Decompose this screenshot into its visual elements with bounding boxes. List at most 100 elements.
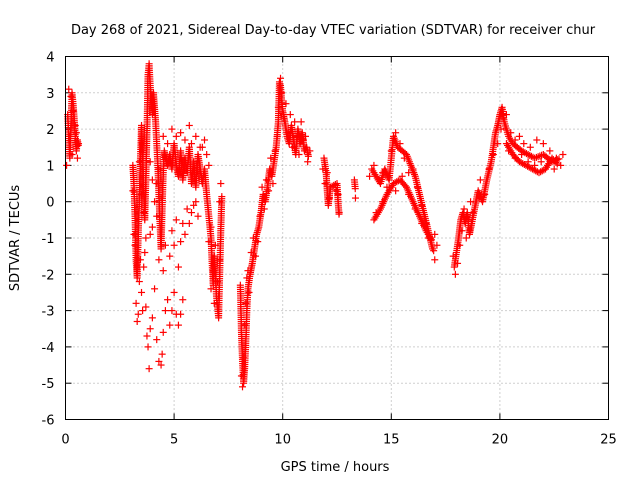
data-point bbox=[332, 187, 340, 195]
data-point bbox=[151, 198, 159, 206]
data-point bbox=[553, 160, 561, 168]
data-point bbox=[351, 194, 359, 202]
data-point bbox=[240, 354, 248, 362]
data-point bbox=[552, 154, 560, 162]
data-point bbox=[138, 288, 146, 296]
data-point bbox=[460, 205, 468, 213]
data-point bbox=[130, 230, 138, 238]
y-tick-labels: -6 -5 -4 -3 -2 -1 0 1 2 3 4 bbox=[42, 51, 55, 429]
data-point bbox=[170, 288, 178, 296]
data-point bbox=[192, 132, 200, 140]
x-axis-label: GPS time / hours bbox=[281, 460, 390, 475]
data-point bbox=[273, 132, 281, 140]
data-point bbox=[136, 256, 144, 264]
y-tick-label: -4 bbox=[42, 341, 55, 356]
data-point bbox=[214, 278, 222, 286]
data-point bbox=[153, 212, 161, 220]
data-point bbox=[143, 332, 151, 340]
data-point bbox=[207, 223, 215, 231]
data-point bbox=[159, 132, 167, 140]
y-tick-label: -2 bbox=[42, 268, 55, 283]
data-point bbox=[379, 198, 387, 206]
y-tick-label: 4 bbox=[46, 51, 54, 66]
data-point bbox=[366, 172, 374, 180]
data-point bbox=[288, 143, 296, 151]
data-point bbox=[210, 299, 218, 307]
data-point bbox=[239, 383, 247, 391]
x-tick-label: 25 bbox=[600, 433, 617, 448]
data-point bbox=[405, 190, 413, 198]
data-point bbox=[286, 111, 294, 119]
data-point bbox=[164, 296, 172, 304]
data-point bbox=[153, 180, 161, 188]
data-point bbox=[151, 285, 159, 293]
data-point bbox=[135, 158, 143, 166]
data-point bbox=[166, 252, 174, 260]
data-point bbox=[185, 219, 193, 227]
data-point bbox=[245, 288, 253, 296]
data-point bbox=[203, 151, 211, 159]
data-point bbox=[179, 296, 187, 304]
data-point bbox=[511, 154, 519, 162]
data-point bbox=[262, 176, 270, 184]
data-point bbox=[431, 230, 439, 238]
data-point bbox=[462, 234, 470, 242]
data-point bbox=[278, 89, 286, 97]
data-point bbox=[458, 227, 466, 235]
data-point bbox=[181, 230, 189, 238]
data-point bbox=[179, 219, 187, 227]
data-point bbox=[325, 194, 333, 202]
data-point bbox=[190, 201, 198, 209]
data-series bbox=[63, 60, 567, 391]
data-point bbox=[185, 121, 193, 129]
data-point bbox=[265, 187, 273, 195]
data-point bbox=[511, 136, 519, 144]
data-point bbox=[370, 161, 378, 169]
data-point bbox=[280, 114, 288, 122]
data-point bbox=[277, 74, 285, 82]
data-point bbox=[133, 317, 141, 325]
data-point bbox=[485, 165, 493, 173]
data-point bbox=[157, 194, 165, 202]
data-point bbox=[537, 158, 545, 166]
data-point bbox=[282, 100, 290, 108]
data-point bbox=[237, 372, 245, 380]
data-point bbox=[205, 238, 213, 246]
data-point bbox=[533, 136, 541, 144]
data-point bbox=[550, 165, 558, 173]
data-point bbox=[177, 238, 185, 246]
data-point bbox=[155, 357, 163, 365]
data-point bbox=[254, 238, 262, 246]
x-tick-label: 0 bbox=[61, 433, 69, 448]
data-point bbox=[431, 256, 439, 264]
y-tick-label: -3 bbox=[42, 305, 55, 320]
data-point bbox=[134, 310, 142, 318]
data-point bbox=[132, 299, 140, 307]
data-point bbox=[418, 201, 426, 209]
data-point bbox=[129, 187, 137, 195]
data-point bbox=[293, 132, 301, 140]
data-point bbox=[464, 216, 472, 224]
data-point bbox=[321, 180, 329, 188]
plot-frame bbox=[65, 56, 609, 420]
data-point bbox=[157, 361, 165, 369]
chart-title: Day 268 of 2021, Sidereal Day-to-day VTE… bbox=[71, 23, 596, 38]
data-point bbox=[187, 140, 195, 148]
data-point bbox=[418, 219, 426, 227]
data-point bbox=[476, 176, 484, 184]
data-point bbox=[411, 205, 419, 213]
data-point bbox=[63, 161, 71, 169]
data-point bbox=[374, 176, 382, 184]
data-point bbox=[323, 169, 331, 177]
data-point bbox=[170, 241, 178, 249]
data-point bbox=[243, 274, 251, 282]
data-point bbox=[138, 190, 146, 198]
data-point bbox=[546, 147, 554, 155]
data-point bbox=[539, 140, 547, 148]
data-point bbox=[497, 125, 505, 133]
data-point bbox=[520, 140, 528, 148]
data-point bbox=[148, 314, 156, 322]
data-point bbox=[494, 140, 502, 148]
data-point bbox=[291, 118, 299, 126]
x-tick-labels: 0 5 10 15 20 25 bbox=[61, 433, 616, 448]
